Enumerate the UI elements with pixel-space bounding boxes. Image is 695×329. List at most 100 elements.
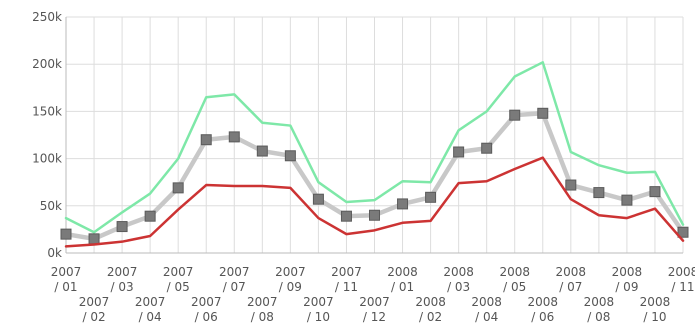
x-tick-month: / 08	[587, 310, 610, 324]
x-tick-month: / 12	[363, 310, 386, 324]
x-tick-year: 2007	[247, 295, 278, 309]
series-marker	[228, 131, 240, 143]
x-tick-month: / 06	[195, 310, 218, 324]
grid	[65, 16, 684, 254]
x-tick-month: / 02	[419, 310, 442, 324]
series-marker	[312, 193, 324, 205]
x-tick-label: 2007/ 09	[275, 265, 306, 294]
x-tick-year: 2007	[163, 265, 194, 279]
x-tick-year: 2007	[191, 295, 222, 309]
x-tick-label: 2008/ 07	[556, 265, 587, 294]
x-tick-month: / 09	[615, 280, 638, 294]
x-tick-year: 2007	[359, 295, 390, 309]
x-tick-year: 2008	[471, 295, 502, 309]
x-tick-month: / 03	[447, 280, 470, 294]
x-tick-label: 2007/ 02	[79, 295, 110, 324]
series-marker	[172, 182, 184, 194]
x-tick-label: 2008/ 10	[640, 295, 671, 324]
x-tick-label: 2007/ 05	[163, 265, 194, 294]
x-tick-month: / 06	[531, 310, 554, 324]
series-marker	[649, 186, 661, 198]
x-tick-year: 2008	[387, 265, 418, 279]
series-marker	[565, 179, 577, 191]
x-tick-month: / 04	[139, 310, 162, 324]
x-tick-month: / 03	[111, 280, 134, 294]
x-tick-label: 2008/ 01	[387, 265, 418, 294]
x-tick-label: 2008/ 11	[668, 265, 695, 294]
series-marker	[116, 221, 128, 233]
series-marker	[537, 107, 549, 119]
series-marker	[284, 150, 296, 162]
y-tick-label: 100k	[32, 152, 62, 166]
x-tick-month: / 10	[307, 310, 330, 324]
x-tick-label: 2007/ 04	[135, 295, 166, 324]
series-marker	[369, 209, 380, 221]
x-tick-label: 2007/ 11	[331, 265, 362, 294]
x-tick-year: 2007	[303, 295, 334, 309]
x-tick-month: / 05	[167, 280, 190, 294]
x-tick-month: / 11	[671, 280, 694, 294]
x-tick-month: / 01	[391, 280, 414, 294]
series-marker	[340, 210, 352, 222]
x-tick-year: 2007	[51, 265, 82, 279]
x-tick-year: 2007	[79, 295, 110, 309]
x-tick-year: 2007	[331, 265, 362, 279]
x-tick-year: 2008	[640, 295, 671, 309]
x-tick-month: / 02	[82, 310, 105, 324]
y-tick-label: 150k	[32, 104, 62, 118]
x-tick-label: 2007/ 06	[191, 295, 222, 324]
x-tick-month: / 11	[335, 280, 358, 294]
y-axis-ticks: 0k 50k 100k 150k 200k 250k	[32, 10, 62, 260]
y-tick-label: 200k	[32, 57, 62, 71]
series-marker	[88, 233, 100, 245]
x-tick-label: 2008/ 04	[471, 295, 502, 324]
x-tick-month: / 01	[54, 280, 77, 294]
x-tick-label: 2008/ 08	[584, 295, 615, 324]
x-tick-month: / 04	[475, 310, 498, 324]
x-tick-year: 2007	[135, 295, 166, 309]
x-tick-label: 2008/ 02	[415, 295, 446, 324]
x-tick-year: 2007	[275, 265, 306, 279]
series-marker	[256, 145, 268, 157]
x-tick-year: 2008	[612, 265, 643, 279]
y-tick-label: 250k	[32, 10, 62, 24]
x-tick-label: 2008/ 09	[612, 265, 643, 294]
x-tick-year: 2008	[584, 295, 615, 309]
x-tick-year: 2008	[499, 265, 530, 279]
series-marker	[60, 228, 72, 240]
x-tick-month: / 07	[223, 280, 246, 294]
series-marker	[144, 210, 156, 222]
x-tick-label: 2007/ 01	[51, 265, 82, 294]
series-line-3	[64, 156, 685, 248]
x-tick-month: / 10	[643, 310, 666, 324]
x-tick-month: / 09	[279, 280, 302, 294]
x-tick-label: 2007/ 10	[303, 295, 334, 324]
x-tick-year: 2008	[527, 295, 558, 309]
series-marker	[481, 142, 493, 154]
y-tick-label: 50k	[40, 199, 62, 213]
series-marker	[425, 191, 437, 203]
x-tick-label: 2007/ 12	[359, 295, 390, 324]
series	[60, 61, 689, 248]
x-tick-month: / 08	[251, 310, 274, 324]
x-tick-label: 2007/ 07	[219, 265, 250, 294]
x-tick-year: 2007	[219, 265, 250, 279]
x-tick-month: / 05	[503, 280, 526, 294]
series-marker	[200, 134, 212, 146]
x-tick-label: 2008/ 06	[527, 295, 558, 324]
series-marker	[677, 226, 689, 238]
x-tick-year: 2008	[668, 265, 695, 279]
series-line-1	[64, 61, 685, 234]
x-tick-year: 2008	[443, 265, 474, 279]
x-tick-year: 2007	[107, 265, 138, 279]
x-tick-label: 2007/ 03	[107, 265, 138, 294]
series-marker	[397, 198, 409, 210]
series-marker	[509, 109, 521, 121]
x-tick-year: 2008	[556, 265, 587, 279]
x-tick-label: 2007/ 08	[247, 295, 278, 324]
x-tick-label: 2008/ 03	[443, 265, 474, 294]
series-marker	[453, 146, 465, 158]
series-marker	[593, 187, 605, 199]
